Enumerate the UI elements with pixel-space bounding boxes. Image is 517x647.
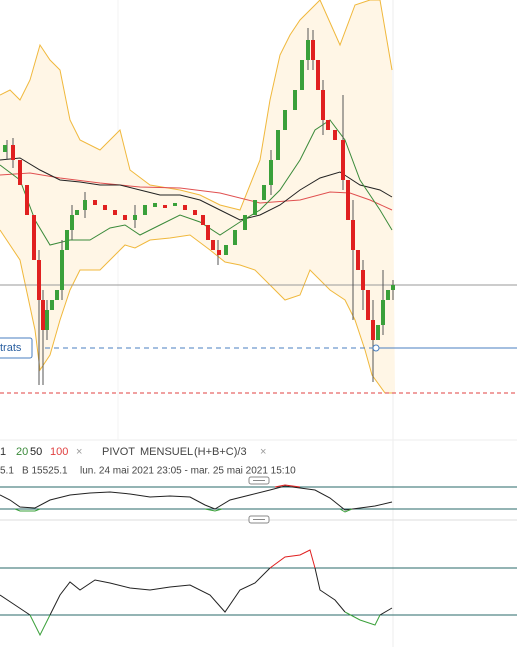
legend-item: 20 — [16, 446, 28, 458]
band-fill — [0, 0, 395, 393]
oscillator-2 — [0, 567, 393, 616]
ma-20 — [0, 119, 393, 246]
info-left: 5.1 — [0, 466, 14, 477]
oscillator — [0, 485, 393, 511]
upper-band — [0, 0, 393, 211]
label-box[interactable] — [0, 337, 33, 359]
info-low: B 15525.1 — [22, 466, 68, 477]
price-label: trats — [0, 342, 22, 354]
oscillator-2-low — [29, 611, 381, 637]
legend-item: 100 — [50, 446, 68, 458]
pivot-period: MENSUEL — [140, 446, 193, 458]
info-range: lun. 24 mai 2021 23:05 - mar. 25 mai 202… — [80, 466, 296, 477]
ma-50 — [0, 157, 393, 221]
lower-band — [0, 229, 395, 394]
pivot-name: PIVOT — [102, 446, 135, 458]
oscillator-low — [14, 508, 353, 513]
legend-item: 50 — [30, 446, 42, 458]
oscillator-2-high — [269, 549, 316, 569]
pivot-close[interactable]: × — [260, 446, 266, 458]
pivot-formula: (H+B+C)/3 — [194, 446, 247, 458]
order-handle[interactable] — [372, 344, 380, 352]
oscillator-high — [274, 484, 301, 488]
legend-close[interactable]: × — [76, 446, 82, 458]
legend-item: 1 — [0, 446, 6, 458]
